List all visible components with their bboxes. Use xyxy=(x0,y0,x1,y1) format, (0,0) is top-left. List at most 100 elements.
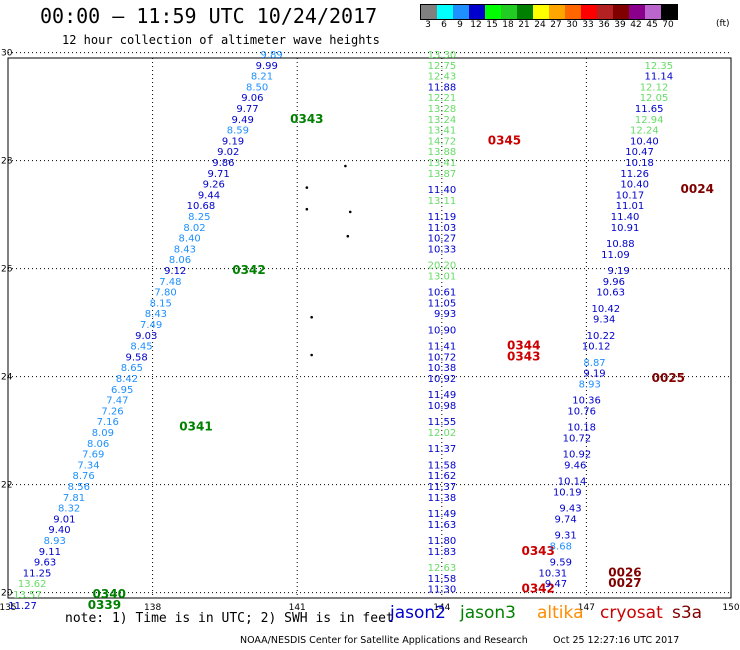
swh-value-label: 10.76 xyxy=(567,406,596,417)
pass-time-label: 0341 xyxy=(179,420,212,434)
pass-time-label: 0345 xyxy=(488,133,521,147)
swh-value-label: 11.37 xyxy=(428,482,457,493)
swh-value-label: 7.49 xyxy=(140,320,162,331)
color-scale: 3 6 9 12 15 18 21 24 27 30 33 36 39 42 45 70 (ft) xyxy=(420,4,730,30)
swh-value-label: 9.49 xyxy=(232,115,254,126)
swh-value-label: 10.38 xyxy=(428,363,457,374)
swh-value-label: 8.25 xyxy=(188,212,210,223)
swh-value-label: 10.31 xyxy=(538,568,567,579)
swh-value-label: 10.40 xyxy=(620,180,649,191)
swh-value-label: 11.25 xyxy=(23,568,52,579)
swh-value-label: 9.63 xyxy=(34,558,56,569)
swh-value-label: 10.91 xyxy=(611,223,640,234)
swh-value-label: 7.81 xyxy=(63,493,85,504)
swh-value-label: 11.03 xyxy=(428,223,457,234)
color-scale-labels: 3 6 9 12 15 18 21 24 27 30 33 36 39 42 45 70 xyxy=(420,20,678,30)
swh-value-label: 10.92 xyxy=(428,374,457,385)
swh-value-label: 12.43 xyxy=(428,72,457,83)
pass-time-label: 0344 xyxy=(507,339,540,353)
swh-value-label: 11.40 xyxy=(428,185,457,196)
scale-label: 12 xyxy=(470,20,482,30)
swh-value-label: 11.09 xyxy=(601,250,630,261)
swh-value-label: 9.96 xyxy=(603,277,625,288)
scale-swatch xyxy=(533,5,549,19)
scale-swatch xyxy=(485,5,501,19)
swh-value-label: 9.40 xyxy=(48,525,70,536)
swh-value-label: 11.80 xyxy=(428,536,457,547)
legend-altika: altika xyxy=(537,603,584,623)
swh-value-label: 8.45 xyxy=(130,342,152,353)
scale-swatch xyxy=(501,5,517,19)
swh-value-label: 9.34 xyxy=(593,315,615,326)
swh-value-label: 10.14 xyxy=(558,477,587,488)
swh-value-label: 10.47 xyxy=(625,147,654,158)
swh-value-label: 12.24 xyxy=(630,126,659,137)
swh-value-label: 7.16 xyxy=(97,417,119,428)
swh-value-label: 13.41 xyxy=(428,126,457,137)
island-mark xyxy=(346,234,350,238)
scale-label: 70 xyxy=(662,20,674,30)
scale-label: 45 xyxy=(646,20,658,30)
pass-time-label: 0025 xyxy=(652,371,685,385)
swh-value-label: 11.38 xyxy=(428,493,457,504)
swh-value-label: 13.88 xyxy=(428,147,457,158)
swh-value-label: 7.80 xyxy=(154,288,176,299)
swh-value-label: 11.55 xyxy=(428,417,457,428)
legend-cryosat: cryosat xyxy=(600,603,663,623)
swh-value-label: 10.17 xyxy=(616,190,645,201)
island-mark xyxy=(305,207,309,211)
scale-label: 24 xyxy=(534,20,546,30)
lon-tick-label: 147 xyxy=(578,603,595,613)
scale-swatch xyxy=(629,5,645,19)
swh-value-label: 11.83 xyxy=(428,547,457,558)
swh-value-label: 13.41 xyxy=(428,158,457,169)
swh-value-label: 11.27 xyxy=(8,601,37,612)
scale-swatch xyxy=(421,5,437,19)
swh-value-label: 11.19 xyxy=(428,212,457,223)
swh-value-label: 13.30 xyxy=(428,50,457,61)
swh-value-label: 9.77 xyxy=(236,104,258,115)
swh-value-label: 10.98 xyxy=(428,401,457,412)
swh-value-label: 11.58 xyxy=(428,574,457,585)
swh-value-label: 11.41 xyxy=(428,342,457,353)
swh-value-label: 10.68 xyxy=(187,201,216,212)
swh-value-label: 8.87 xyxy=(583,358,605,369)
swh-value-label: 12.35 xyxy=(645,61,674,72)
swh-value-label: 12.12 xyxy=(640,82,669,93)
scale-label: 21 xyxy=(518,20,530,30)
swh-value-label: 11.49 xyxy=(428,390,457,401)
scale-label: 3 xyxy=(425,20,431,30)
swh-value-label: 8.09 xyxy=(92,428,114,439)
swh-value-label: 7.26 xyxy=(101,406,123,417)
pass-time-label: 0343 xyxy=(507,349,540,363)
legend-s3a: s3a xyxy=(672,603,703,623)
island-mark xyxy=(344,164,347,168)
scale-swatch xyxy=(549,5,565,19)
swh-value-label: 9.93 xyxy=(434,309,456,320)
lat-tick-label: 30 xyxy=(1,49,13,59)
lon-tick-label: 135 xyxy=(0,603,17,613)
legend-jason3: jason3 xyxy=(460,603,516,623)
swh-value-label: 10.19 xyxy=(553,487,582,498)
scale-swatch xyxy=(565,5,581,19)
swh-value-label: 9.19 xyxy=(222,136,244,147)
swh-value-label: 9.99 xyxy=(256,61,278,72)
swh-value-label: 8.42 xyxy=(116,374,138,385)
swh-value-label: 13.24 xyxy=(428,115,457,126)
swh-value-label: 7.47 xyxy=(106,396,128,407)
swh-value-label: 8.40 xyxy=(179,234,201,245)
pass-time-label: 0024 xyxy=(681,182,714,196)
pass-time-label: 0340 xyxy=(93,587,126,601)
map-title: 00:00 – 11:59 UTC 10/24/2017 xyxy=(40,4,378,28)
scale-label: 39 xyxy=(614,20,626,30)
scale-swatch xyxy=(661,5,677,19)
scale-swatch xyxy=(613,5,629,19)
swh-value-label: 9.03 xyxy=(135,331,157,342)
swh-value-label: 8.59 xyxy=(227,126,249,137)
swh-value-label: 11.05 xyxy=(428,298,457,309)
swh-value-label: 9.06 xyxy=(241,93,263,104)
swh-value-label: 7.48 xyxy=(159,277,181,288)
swh-value-label: 10.27 xyxy=(428,234,457,245)
lon-tick-label: 150 xyxy=(722,603,739,613)
